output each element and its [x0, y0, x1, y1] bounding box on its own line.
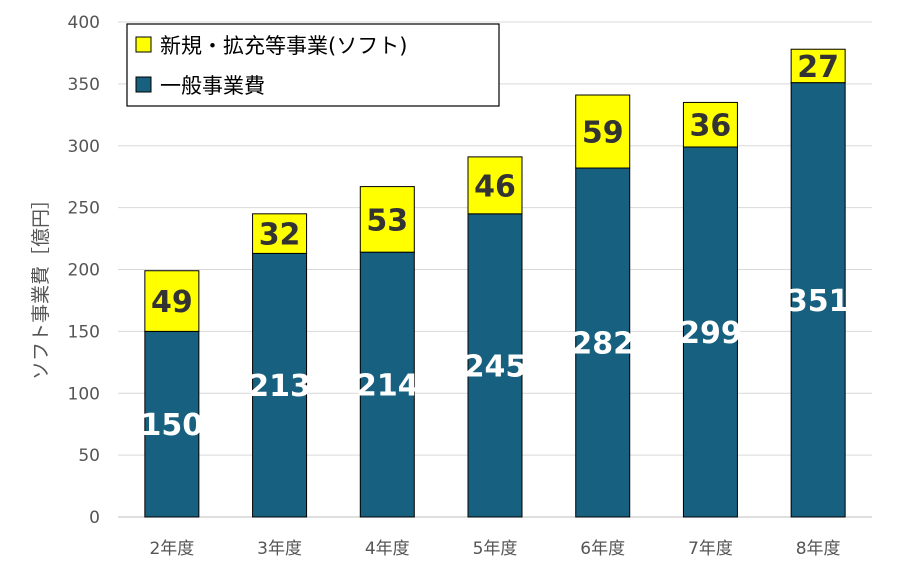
x-tick-label: 5年度: [473, 539, 518, 559]
y-tick-label: 150: [68, 322, 100, 342]
data-label-general: 351: [787, 284, 850, 319]
y-tick-label: 50: [78, 446, 100, 466]
y-tick-label: 250: [68, 199, 100, 219]
bar-general: [144, 330, 200, 518]
x-tick-label: 4年度: [365, 539, 410, 559]
y-tick-label: 0: [89, 508, 100, 528]
data-label-new: 59: [582, 116, 624, 151]
legend-swatch-new: [135, 36, 152, 53]
y-axis-label: ソフト事業費［億円］: [30, 190, 52, 380]
legend: 新規・拡充等事業(ソフト) 一般事業費: [126, 23, 500, 107]
data-label-general: 214: [356, 369, 419, 404]
bar-new: [144, 270, 200, 332]
x-tick-label: 8年度: [796, 539, 841, 559]
legend-label-new: 新規・拡充等事業(ソフト): [160, 34, 407, 58]
data-label-general: 245: [464, 349, 527, 384]
x-tick-label: 2年度: [149, 539, 194, 559]
data-label-general: 150: [141, 408, 204, 443]
bar-general: [359, 251, 415, 518]
legend-label-general: 一般事業費: [160, 74, 265, 98]
legend-box: [126, 23, 500, 107]
bar-general: [252, 252, 308, 518]
y-tick-label: 100: [68, 384, 100, 404]
y-tick-label: 400: [68, 13, 100, 33]
bar-new: [467, 156, 523, 215]
data-label-new: 32: [259, 218, 301, 253]
x-tick-label: 3年度: [257, 539, 302, 559]
bar-new: [682, 101, 738, 148]
x-tick-label: 6年度: [580, 539, 625, 559]
data-label-new: 46: [474, 169, 516, 204]
data-label-new: 53: [366, 203, 408, 238]
bar-new: [359, 186, 415, 253]
bar-new: [790, 48, 846, 84]
bar-general: [790, 82, 846, 518]
data-label-new: 49: [151, 285, 193, 320]
y-tick-label: 200: [68, 261, 100, 281]
legend-swatch-general: [135, 76, 152, 93]
data-label-general: 213: [248, 369, 311, 404]
data-label-general: 282: [571, 327, 634, 362]
bars: 150 49 213 32 214 53 245 46 282 59 299 36 351 27: [141, 48, 850, 518]
y-tick-label: 300: [68, 137, 100, 157]
bar-new: [575, 94, 631, 169]
data-label-new: 36: [690, 109, 732, 144]
data-label-new: 27: [797, 50, 839, 85]
data-label-general: 299: [679, 316, 742, 351]
y-axis-ticks: 0 50 100 150 200 250 300 350 400: [68, 13, 100, 528]
x-tick-label: 7年度: [688, 539, 733, 559]
bar-new: [252, 213, 308, 254]
y-tick-label: 350: [68, 75, 100, 95]
x-axis-ticks: 2年度 3年度 4年度 5年度 6年度 7年度 8年度: [149, 539, 840, 559]
bar-general: [575, 167, 631, 518]
